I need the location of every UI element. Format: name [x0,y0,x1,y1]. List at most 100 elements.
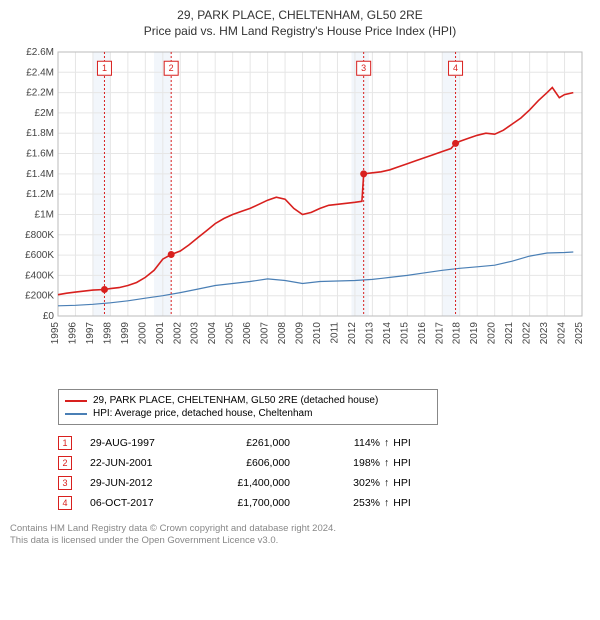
x-tick-label: 2020 [487,322,498,345]
sale-suffix: HPI [393,437,411,449]
sale-suffix: HPI [393,497,411,509]
chart-area: £0 £200K £400K £600K £800K £1M £1.2M £1.4M £1.6M… [10,44,590,379]
x-tick-label: 2009 [295,322,306,345]
legend-item: 29, PARK PLACE, CHELTENHAM, GL50 2RE (de… [65,394,431,407]
title-subtitle: Price paid vs. HM Land Registry's House … [10,24,590,38]
sale-pct: 114% [320,437,380,449]
sale-pct: 198% [320,457,380,469]
y-tick-label: £2.6M [26,47,54,58]
legend-item: HPI: Average price, detached house, Chel… [65,407,431,420]
x-tick-label: 2007 [260,322,271,345]
sale-point [360,170,367,177]
x-tick-label: 2004 [207,322,218,345]
sale-marker: 2 [58,456,72,470]
x-tick-label: 2018 [452,322,463,345]
sale-row: 4 06-OCT-2017£1,700,000253% ↑ HPI [58,493,590,513]
up-arrow-icon: ↑ [384,457,389,469]
y-tick-label: £0 [43,311,55,322]
x-tick-label: 2000 [137,322,148,345]
x-tick-label: 2010 [312,322,323,345]
footer-line-1: Contains HM Land Registry data © Crown c… [10,523,590,535]
sale-date: 06-OCT-2017 [90,497,210,509]
sale-date: 22-JUN-2001 [90,457,210,469]
sale-point [452,140,459,147]
event-marker-number: 3 [361,63,366,73]
sale-row: 3 29-JUN-2012£1,400,000302% ↑ HPI [58,473,590,493]
chart-title: 29, PARK PLACE, CHELTENHAM, GL50 2RE Pri… [10,8,590,38]
y-tick-label: £200K [25,291,54,302]
x-tick-label: 2017 [434,322,445,345]
up-arrow-icon: ↑ [384,477,389,489]
event-marker-number: 1 [102,63,107,73]
x-tick-label: 2015 [399,322,410,345]
legend-swatch [65,400,87,402]
sale-date: 29-JUN-2012 [90,477,210,489]
y-tick-label: £1.2M [26,189,54,200]
sale-row: 2 22-JUN-2001£606,000198% ↑ HPI [58,453,590,473]
y-tick-label: £1.6M [26,149,54,160]
x-tick-label: 2016 [417,322,428,345]
y-tick-label: £2.4M [26,67,54,78]
x-tick-label: 2024 [557,322,568,345]
x-tick-label: 1996 [67,322,78,345]
x-tick-label: 2012 [347,322,358,345]
y-tick-label: £2M [35,108,54,119]
x-tick-label: 2025 [574,322,585,345]
x-tick-label: 2003 [190,322,201,345]
sale-pct: 253% [320,497,380,509]
sale-marker: 1 [58,436,72,450]
x-tick-label: 2008 [277,322,288,345]
x-tick-label: 2011 [329,322,340,344]
up-arrow-icon: ↑ [384,497,389,509]
footer-attribution: Contains HM Land Registry data © Crown c… [10,523,590,548]
legend-label: HPI: Average price, detached house, Chel… [93,408,312,419]
x-tick-label: 1997 [85,322,96,345]
sale-price: £1,400,000 [210,477,320,489]
x-tick-label: 2013 [364,322,375,345]
y-tick-label: £1.4M [26,169,54,180]
footer-line-2: This data is licensed under the Open Gov… [10,535,590,547]
x-tick-label: 2001 [155,322,166,345]
x-tick-label: 2019 [469,322,480,345]
title-address: 29, PARK PLACE, CHELTENHAM, GL50 2RE [10,8,590,22]
sale-suffix: HPI [393,457,411,469]
x-tick-label: 1999 [120,322,131,345]
sale-pct: 302% [320,477,380,489]
up-arrow-icon: ↑ [384,437,389,449]
legend-label: 29, PARK PLACE, CHELTENHAM, GL50 2RE (de… [93,395,378,406]
event-marker-number: 4 [453,63,458,73]
y-tick-label: £800K [25,230,54,241]
y-tick-label: £2.2M [26,88,54,99]
y-tick-label: £600K [25,250,54,261]
sale-row: 1 29-AUG-1997£261,000114% ↑ HPI [58,433,590,453]
line-chart: £0 £200K £400K £600K £800K £1M £1.2M £1.4M £1.6M… [10,44,590,374]
sale-date: 29-AUG-1997 [90,437,210,449]
sale-point [168,251,175,258]
event-marker-number: 2 [169,63,174,73]
y-tick-label: £1.8M [26,128,54,139]
y-tick-label: £400K [25,270,54,281]
sale-price: £1,700,000 [210,497,320,509]
x-tick-label: 2021 [504,322,515,345]
sale-price: £261,000 [210,437,320,449]
shaded-band [93,52,110,316]
y-tick-label: £1M [35,209,54,220]
legend: 29, PARK PLACE, CHELTENHAM, GL50 2RE (de… [58,389,438,425]
x-tick-label: 2006 [242,322,253,345]
x-tick-label: 2014 [382,322,393,345]
x-tick-label: 1998 [102,322,113,345]
shaded-band [442,52,459,316]
x-tick-label: 1995 [50,322,61,345]
x-tick-label: 2022 [522,322,533,345]
sales-table: 1 29-AUG-1997£261,000114% ↑ HPI 2 22-JUN-2001… [58,433,590,513]
legend-swatch [65,413,87,415]
shaded-band [351,52,368,316]
sale-marker: 4 [58,496,72,510]
x-tick-label: 2023 [539,322,550,345]
sale-marker: 3 [58,476,72,490]
x-tick-label: 2005 [225,322,236,345]
sale-suffix: HPI [393,477,411,489]
sale-price: £606,000 [210,457,320,469]
sale-point [101,286,108,293]
x-tick-label: 2002 [172,322,183,345]
